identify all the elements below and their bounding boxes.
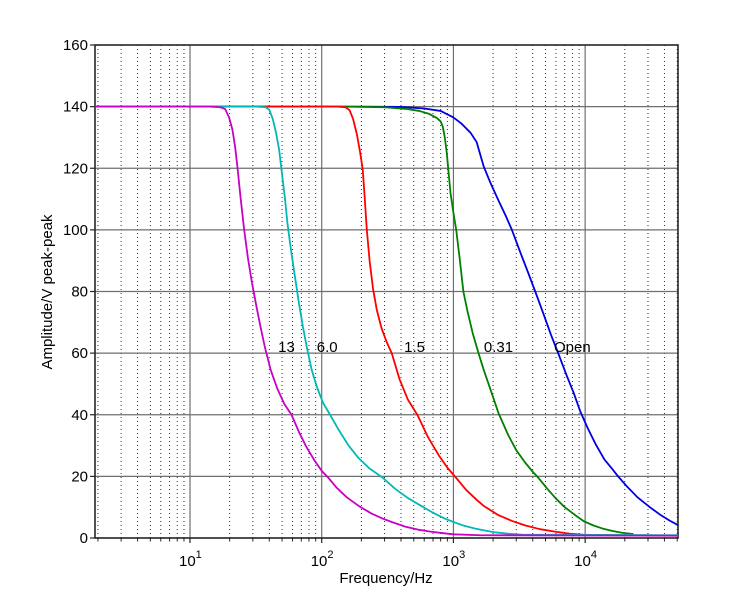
y-tick-label: 60 [71, 345, 88, 362]
x-tick-label: 104 [574, 549, 597, 570]
y-tick-label: 20 [71, 468, 88, 485]
curve-label-1.5: 1.5 [404, 339, 425, 356]
curve-label-13: 13 [278, 339, 295, 356]
x-axis-label: Frequency/Hz [339, 570, 432, 587]
y-axis-label: Amplitude/V peak-peak [39, 214, 56, 370]
curve-label-0.31: 0.31 [484, 339, 513, 356]
plot-frame [94, 44, 679, 539]
curve-labels: 13 6.0 1.5 0.31 Open [278, 339, 591, 356]
y-tick-label: 100 [63, 222, 88, 239]
y-tick-label: 80 [71, 284, 88, 301]
curve-Open [95, 105, 678, 526]
y-tick-label: 140 [63, 99, 88, 116]
curve-label-6.0: 6.0 [317, 339, 338, 356]
curves [95, 105, 678, 537]
curve-1.5 [95, 105, 678, 537]
tick-labels: 101 102 103 104 0 20 40 60 80 100 120 140 160 [63, 37, 597, 570]
y-tick-label: 160 [63, 37, 88, 54]
x-tick-label: 101 [179, 549, 202, 570]
x-tick-label: 103 [442, 549, 465, 570]
curve-0.31 [95, 105, 634, 535]
curve-label-Open: Open [554, 339, 591, 356]
axis-ticks [90, 44, 678, 543]
y-tick-label: 0 [80, 530, 88, 547]
x-tick-label: 102 [311, 549, 334, 570]
y-tick-label: 120 [63, 160, 88, 177]
y-tick-label: 40 [71, 407, 88, 424]
curve-13 [95, 105, 678, 537]
curve-6.0 [95, 105, 678, 537]
